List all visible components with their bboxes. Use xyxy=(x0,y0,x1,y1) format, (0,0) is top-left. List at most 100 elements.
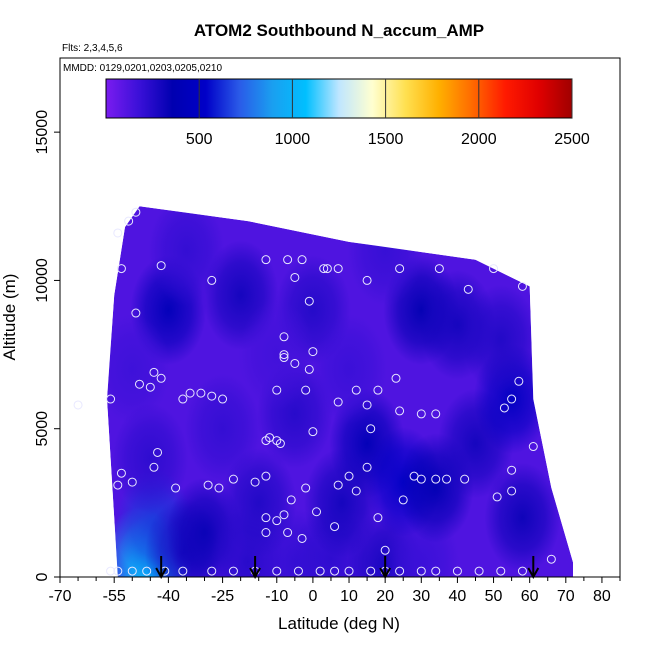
observation-point xyxy=(546,554,556,564)
x-tick-label: -55 xyxy=(103,588,126,605)
observation-point xyxy=(380,545,390,555)
observation-point xyxy=(228,474,238,484)
observation-point xyxy=(116,468,126,478)
x-tick-label: 10 xyxy=(340,588,358,605)
x-tick-label: 40 xyxy=(449,588,467,605)
colorbar: 500 1000 1500 2000 2500 xyxy=(105,78,590,148)
x-axis-label: Latitude (deg N) xyxy=(278,614,400,633)
y-tick-label: 5000 xyxy=(34,411,51,447)
observation-point xyxy=(344,566,354,576)
observation-point xyxy=(431,566,441,576)
observation-point xyxy=(333,264,343,274)
heatmap-field xyxy=(94,195,573,577)
observation-point xyxy=(304,364,314,374)
observation-point xyxy=(362,275,372,285)
heatmap-cell xyxy=(238,299,315,410)
x-tick-label: 30 xyxy=(412,588,430,605)
x-tick-label: -40 xyxy=(157,588,180,605)
x-tick-label: 60 xyxy=(521,588,539,605)
observation-point xyxy=(507,465,517,475)
observation-point xyxy=(499,403,509,413)
observation-point xyxy=(113,566,123,576)
observation-point xyxy=(507,486,517,496)
heatmap-cell xyxy=(462,284,539,395)
observation-point xyxy=(279,510,289,520)
x-tick-label: 70 xyxy=(557,588,575,605)
observation-point xyxy=(124,216,134,226)
observation-point xyxy=(214,483,224,493)
observation-point xyxy=(322,264,332,274)
observation-point xyxy=(196,388,206,398)
heatmap-cell xyxy=(347,195,424,306)
observation-point xyxy=(290,272,300,282)
observation-markers xyxy=(73,207,556,576)
observation-point xyxy=(145,382,155,392)
x-tick-label: -25 xyxy=(211,588,234,605)
observation-point xyxy=(272,516,282,526)
observation-point xyxy=(517,281,527,291)
observation-point xyxy=(228,566,238,576)
observation-point xyxy=(431,409,441,419)
observation-point xyxy=(330,566,340,576)
observation-point xyxy=(463,284,473,294)
y-axis: 0 5000 10000 15000 xyxy=(34,110,60,581)
observation-point xyxy=(134,379,144,389)
colorbar-gradient xyxy=(105,78,573,119)
observation-point xyxy=(452,566,462,576)
observation-point xyxy=(330,522,340,532)
observation-point xyxy=(106,566,116,576)
y-tick-label: 15000 xyxy=(34,110,51,155)
chart-subtitle-dates: MMDD: 0129,0201,0203,0205,0210 xyxy=(63,63,222,74)
heatmap-cell xyxy=(220,447,297,558)
observation-point xyxy=(304,296,314,306)
observation-point xyxy=(203,480,213,490)
observation-point xyxy=(395,566,405,576)
x-tick-label: 50 xyxy=(485,588,503,605)
x-tick-label: -10 xyxy=(265,588,288,605)
observation-point xyxy=(283,528,293,538)
observation-point xyxy=(73,400,83,410)
observation-point xyxy=(442,474,452,484)
observation-point xyxy=(434,264,444,274)
observation-point xyxy=(178,394,188,404)
observation-point xyxy=(395,264,405,274)
observation-point xyxy=(279,332,289,342)
observation-point xyxy=(514,376,524,386)
colorbar-tick-label: 2000 xyxy=(461,131,497,148)
observation-point xyxy=(398,495,408,505)
observation-point xyxy=(156,373,166,383)
observation-point xyxy=(315,566,325,576)
observation-point xyxy=(149,462,159,472)
observation-point xyxy=(416,566,426,576)
x-tick-label: 80 xyxy=(593,588,611,605)
observation-point xyxy=(301,385,311,395)
observation-point xyxy=(319,264,329,274)
observation-point xyxy=(218,394,228,404)
observation-point xyxy=(261,471,271,481)
observation-point xyxy=(153,447,163,457)
observation-point xyxy=(142,566,152,576)
x-tick-label: -70 xyxy=(48,588,71,605)
observation-point xyxy=(283,255,293,265)
observation-point xyxy=(416,474,426,484)
chart-subtitle-flights: Flts: 2,3,4,5,6 xyxy=(62,43,123,54)
observation-point xyxy=(116,264,126,274)
observation-point xyxy=(275,439,285,449)
observation-point xyxy=(373,513,383,523)
observation-point xyxy=(207,391,217,401)
observation-point xyxy=(113,480,123,490)
observation-point xyxy=(293,566,303,576)
observation-point xyxy=(113,228,123,238)
observation-point xyxy=(351,486,361,496)
observation-point xyxy=(297,255,307,265)
observation-point xyxy=(517,566,527,576)
observation-point xyxy=(286,495,296,505)
y-tick-label: 10000 xyxy=(34,258,51,303)
y-axis-label: Altitude (m) xyxy=(0,274,19,361)
observation-point xyxy=(207,566,217,576)
observation-point xyxy=(272,566,282,576)
observation-point xyxy=(131,308,141,318)
observation-point xyxy=(362,462,372,472)
observation-point xyxy=(156,261,166,271)
observation-point xyxy=(106,394,116,404)
